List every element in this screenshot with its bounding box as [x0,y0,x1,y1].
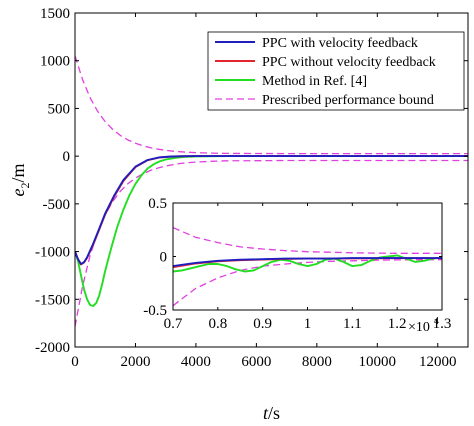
legend: PPC with velocity feedback PPC without ve… [207,31,465,111]
inset-series-line-ref4 [173,254,442,273]
legend-label: Prescribed performance bound [262,93,434,108]
inset-plot: 0.7 0.8 0.9 1 1.1 1.2 1.3 -0.5 0 0.5 ×10 4 [143,196,451,335]
x-axis-label: t/s [263,403,280,423]
y-tick-label: -1000 [35,245,70,261]
x-tick-label: 6000 [241,354,271,370]
y-tick-label: -2000 [35,340,70,356]
legend-label: PPC with velocity feedback [262,36,418,51]
x-axis-label-var: t [263,403,269,423]
y-tick-label: 500 [48,101,71,117]
y-axis-label: e2/m [8,163,32,196]
inset-y-tick-label: 0.5 [148,196,167,212]
x-tick-label: 0 [71,354,79,370]
inset-y-tick-label: -0.5 [143,303,167,319]
inset-x-multiplier-exponent: 4 [434,316,439,327]
y-tick-label: 1000 [40,54,70,70]
inset-y-tick-label: 0 [160,250,168,266]
x-tick-label: 2000 [120,354,150,370]
legend-box [207,31,465,111]
inset-x-tick-label: 1.2 [388,316,407,332]
x-tick-label: 12000 [419,354,457,370]
inset-x-tick-label: 0.9 [253,316,272,332]
x-tick-label: 8000 [302,354,332,370]
inset-x-tick-label: 1 [304,316,312,332]
y-axis-label-unit: /m [8,163,28,182]
inset-series-line-bound-lower [173,259,442,307]
y-axis-label-var: e [8,189,28,197]
main-plot: 0 2000 4000 6000 8000 10000 12000-2000-1500-10… [35,6,469,370]
y-tick-label: -500 [43,197,71,213]
inset-x-tick-label: 1.1 [343,316,362,332]
plot-frame [74,12,469,348]
inset-x-tick-label: 0.7 [164,316,183,332]
y-tick-label: -1500 [35,292,70,308]
x-tick-label: 4000 [181,354,211,370]
series-line-bound [75,55,468,155]
x-tick-label: 10000 [359,354,397,370]
inset-x-multiplier: ×10 [408,320,430,335]
y-tick-label: 0 [63,149,71,165]
inset-x-tick-label: 1.3 [433,316,452,332]
axis-labels: t/s e2/m [8,163,280,423]
y-axis-label-subscript: 2 [18,183,32,189]
legend-label: Method in Ref. [4] [262,74,367,89]
inset-series-line-bound [173,227,442,254]
y-tick-label: 1500 [40,6,70,22]
series-line-ppc_vf [75,155,468,265]
inset-series-line-ppc_vf [173,257,442,268]
x-axis-label-unit: /s [268,403,280,423]
inset-x-tick-label: 0.8 [208,316,227,332]
legend-label: PPC without velocity feedback [262,55,436,70]
inset-background [173,203,442,310]
